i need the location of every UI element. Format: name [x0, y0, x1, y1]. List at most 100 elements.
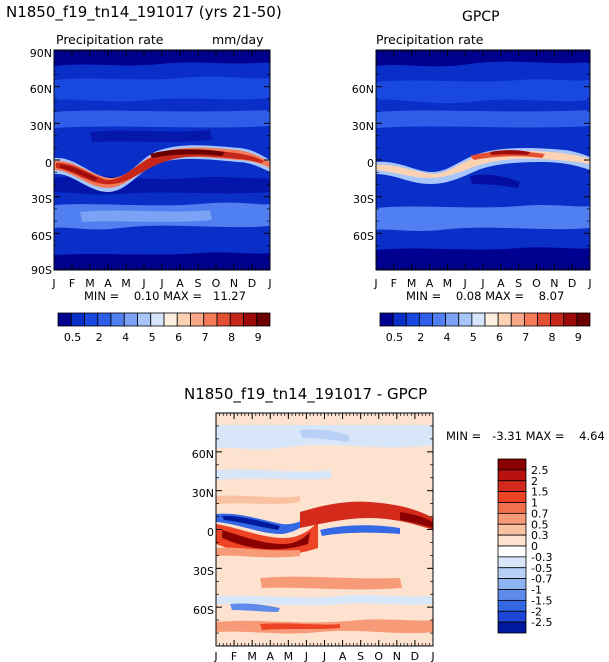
- panel1-units: mm/day: [212, 32, 264, 47]
- x-tick-label: S: [195, 277, 202, 290]
- x-tick-label: M: [85, 277, 95, 290]
- p2-ytick-60n: 60N: [352, 83, 374, 96]
- colorbar-swatch: [445, 312, 460, 327]
- x-tick-label: J: [141, 277, 145, 290]
- colorbar-swatch: [497, 599, 527, 612]
- colorbar-swatch: [84, 312, 99, 327]
- p3-ytick-30n: 30N: [192, 487, 214, 500]
- colorbar-label: 7: [202, 331, 209, 344]
- panel2-title: GPCP: [462, 9, 500, 25]
- x-tick-label: J: [304, 650, 308, 662]
- x-tick-label: J: [213, 650, 217, 662]
- colorbar-swatch: [497, 534, 527, 547]
- colorbar-swatch: [563, 312, 578, 327]
- colorbar-swatch: [497, 523, 527, 536]
- x-tick-label: M: [407, 277, 417, 290]
- colorbar-label: 6: [175, 331, 182, 344]
- p1-ytick-30n: 30N: [30, 120, 52, 133]
- x-tick-label: J: [373, 277, 377, 290]
- x-tick-label: S: [515, 277, 522, 290]
- colorbar-swatch: [458, 312, 473, 327]
- p1-ytick-90s: 90S: [31, 264, 52, 277]
- x-tick-label: N: [393, 650, 401, 662]
- panel2-subtitle: Precipitation rate: [376, 32, 484, 47]
- p3-ytick-0: 0: [207, 526, 214, 539]
- x-tick-label: A: [176, 277, 184, 290]
- colorbar-label: 1: [531, 497, 538, 510]
- colorbar-swatch: [497, 491, 527, 503]
- panel1-ticks: [53, 49, 271, 271]
- p1-ytick-90n: 90N: [30, 47, 52, 60]
- colorbar-swatch: [497, 556, 527, 569]
- x-tick-label: F: [231, 650, 237, 662]
- x-tick-label: A: [426, 277, 434, 290]
- colorbar-label: -1: [531, 584, 542, 597]
- panel3-heatmap: [216, 413, 433, 646]
- colorbar-label: 0: [531, 540, 538, 553]
- colorbar-label: 8: [228, 331, 235, 344]
- colorbar-swatch: [163, 312, 178, 327]
- colorbar-swatch: [392, 312, 407, 327]
- colorbar-swatch: [497, 512, 527, 525]
- x-tick-label: D: [411, 650, 419, 662]
- x-tick-label: S: [357, 650, 364, 662]
- colorbar-label: 1.5: [531, 486, 549, 499]
- x-tick-label: F: [69, 277, 75, 290]
- p3-ytick-60s: 60S: [193, 604, 214, 617]
- colorbar-label: -0.7: [531, 573, 552, 586]
- colorbar-label: 5: [149, 331, 156, 344]
- colorbar-swatch: [432, 312, 447, 327]
- x-tick-label: A: [497, 277, 505, 290]
- colorbar-label: 2: [417, 331, 424, 344]
- x-tick-label: J: [430, 650, 434, 662]
- x-tick-label: J: [159, 277, 163, 290]
- colorbar-swatch: [70, 312, 85, 327]
- p3-ytick-30s: 30S: [193, 565, 214, 578]
- p2-ytick-30s: 30S: [353, 193, 374, 206]
- x-tick-label: M: [443, 277, 453, 290]
- colorbar-swatch: [471, 312, 486, 327]
- panel1-minmax: MIN = 0.10 MAX = 11.27: [84, 289, 246, 303]
- colorbar-label: 8: [548, 331, 555, 344]
- x-tick-label: D: [568, 277, 576, 290]
- colorbar-swatch: [137, 312, 152, 327]
- x-tick-label: O: [212, 277, 221, 290]
- colorbar-label: -1.5: [531, 594, 552, 607]
- colorbar-swatch: [497, 502, 527, 514]
- colorbar-swatch: [497, 578, 527, 590]
- colorbar-label: 9: [575, 331, 582, 344]
- x-tick-label: J: [267, 277, 271, 290]
- colorbar-label: 2.5: [531, 464, 549, 477]
- colorbar-label: 4: [443, 331, 450, 344]
- colorbar-swatch: [484, 312, 499, 327]
- colorbar-label: -2: [531, 605, 542, 618]
- colorbar-label: 0.3: [531, 529, 549, 542]
- colorbar-swatch: [497, 312, 512, 327]
- x-tick-label: M: [284, 650, 294, 662]
- p3-ytick-60n: 60N: [192, 448, 214, 461]
- colorbar-swatch: [418, 312, 433, 327]
- x-tick-label: O: [532, 277, 541, 290]
- colorbar-swatch: [229, 312, 244, 327]
- panel3-colorbar: 2.521.510.70.50.30-0.3-0.5-0.7-1-1.5-2-2…: [497, 458, 552, 634]
- colorbar-swatch: [510, 312, 525, 327]
- colorbar-swatch: [190, 312, 205, 327]
- colorbar-swatch: [497, 610, 527, 623]
- colorbar-label: 6: [496, 331, 503, 344]
- p2-ytick-0: 0: [367, 157, 374, 170]
- x-tick-label: M: [121, 277, 131, 290]
- colorbar-label: 5: [470, 331, 477, 344]
- p2-ytick-60s: 60S: [353, 230, 374, 243]
- x-tick-label: A: [266, 650, 274, 662]
- panel1-colorbar: 0.5 2 4 5 6 7 8 9: [57, 312, 271, 344]
- colorbar-swatch: [497, 545, 527, 558]
- panel2-heatmap: [376, 50, 590, 270]
- colorbar-label: -0.5: [531, 562, 552, 575]
- colorbar-swatch: [497, 589, 527, 601]
- colorbar-swatch: [243, 312, 258, 327]
- colorbar-swatch: [550, 312, 565, 327]
- colorbar-label: 7: [522, 331, 529, 344]
- colorbar-label: 0.5: [386, 331, 404, 344]
